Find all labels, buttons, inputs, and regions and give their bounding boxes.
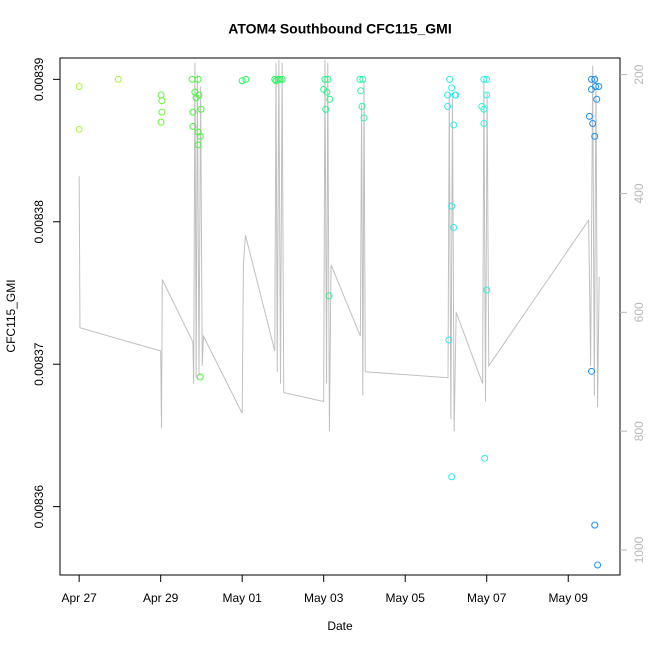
y-tick-label: 0.00837: [32, 342, 46, 386]
data-point: [594, 561, 602, 569]
data-point: [75, 125, 83, 133]
data-point: [587, 75, 595, 83]
data-point: [357, 87, 365, 95]
data-point: [483, 91, 491, 99]
data-point: [445, 336, 453, 344]
x-tick-label: May 07: [467, 591, 507, 605]
data-point: [585, 112, 593, 120]
data-point: [197, 105, 205, 113]
data-point: [450, 223, 458, 231]
y-tick-label: 0.00839: [32, 57, 46, 101]
data-point: [591, 132, 599, 140]
plot-area: [75, 59, 603, 601]
data-point: [114, 75, 122, 83]
y2-tick-label: 600: [632, 302, 646, 322]
data-point: [157, 91, 165, 99]
data-point: [325, 292, 333, 300]
chart-title: ATOM4 Southbound CFC115_GMI: [228, 21, 452, 37]
data-point: [448, 473, 456, 481]
data-point: [272, 77, 280, 85]
data-point: [356, 75, 364, 83]
data-point: [444, 91, 452, 99]
x-tick-label: May 01: [223, 591, 263, 605]
data-point: [194, 75, 202, 83]
data-point: [321, 75, 329, 83]
x-tick-label: Apr 27: [61, 591, 97, 605]
x-tick-label: May 03: [304, 591, 344, 605]
data-point: [158, 108, 166, 116]
y2-tick-label: 800: [632, 421, 646, 441]
data-point: [157, 118, 165, 126]
data-point: [587, 85, 595, 93]
data-point: [587, 367, 595, 375]
x-tick-label: May 09: [549, 591, 589, 605]
data-point: [444, 102, 452, 110]
data-point: [483, 75, 491, 83]
data-point: [158, 97, 166, 105]
data-point: [359, 75, 367, 83]
data-point: [480, 120, 488, 128]
data-point: [590, 595, 596, 601]
x-tick-label: May 05: [386, 591, 426, 605]
data-point: [271, 75, 279, 83]
data-point: [322, 105, 330, 113]
data-point: [591, 521, 599, 529]
data-point: [276, 75, 284, 83]
data-point: [75, 82, 83, 90]
data-point: [360, 114, 368, 122]
y2-tick-label: 1000: [632, 536, 646, 563]
y-tick-label: 0.00836: [32, 485, 46, 529]
data-point: [448, 202, 456, 210]
data-point: [188, 75, 196, 83]
data-point: [189, 122, 197, 130]
plot-frame: [59, 57, 621, 576]
data-point: [481, 454, 489, 462]
data-point: [358, 102, 366, 110]
data-point: [480, 75, 488, 83]
data-point: [593, 95, 601, 103]
y2-tick-label: 400: [632, 183, 646, 203]
data-point: [452, 91, 460, 99]
data-point: [595, 82, 603, 90]
data-point: [274, 75, 282, 83]
data-point: [450, 121, 458, 129]
data-point: [446, 75, 454, 83]
pressure-line: [78, 59, 600, 432]
x-tick-label: Apr 29: [143, 591, 179, 605]
data-point: [589, 120, 597, 128]
y-tick-label: 0.00838: [32, 200, 46, 244]
data-point: [591, 75, 599, 83]
data-point: [483, 286, 491, 294]
data-point: [324, 75, 332, 83]
data-point: [242, 75, 250, 83]
y-axis-title: CFC115_GMI: [4, 279, 18, 352]
data-point: [323, 88, 331, 96]
x-axis-title: Date: [327, 619, 353, 633]
data-point: [326, 95, 334, 103]
data-point: [196, 132, 204, 140]
data-point: [195, 91, 203, 99]
data-point: [448, 84, 456, 92]
y2-tick-label: 200: [632, 64, 646, 84]
data-point: [189, 108, 197, 116]
data-point: [194, 141, 202, 149]
data-point: [238, 77, 246, 85]
data-point: [194, 128, 202, 136]
data-point: [196, 373, 204, 381]
data-point: [480, 105, 488, 113]
